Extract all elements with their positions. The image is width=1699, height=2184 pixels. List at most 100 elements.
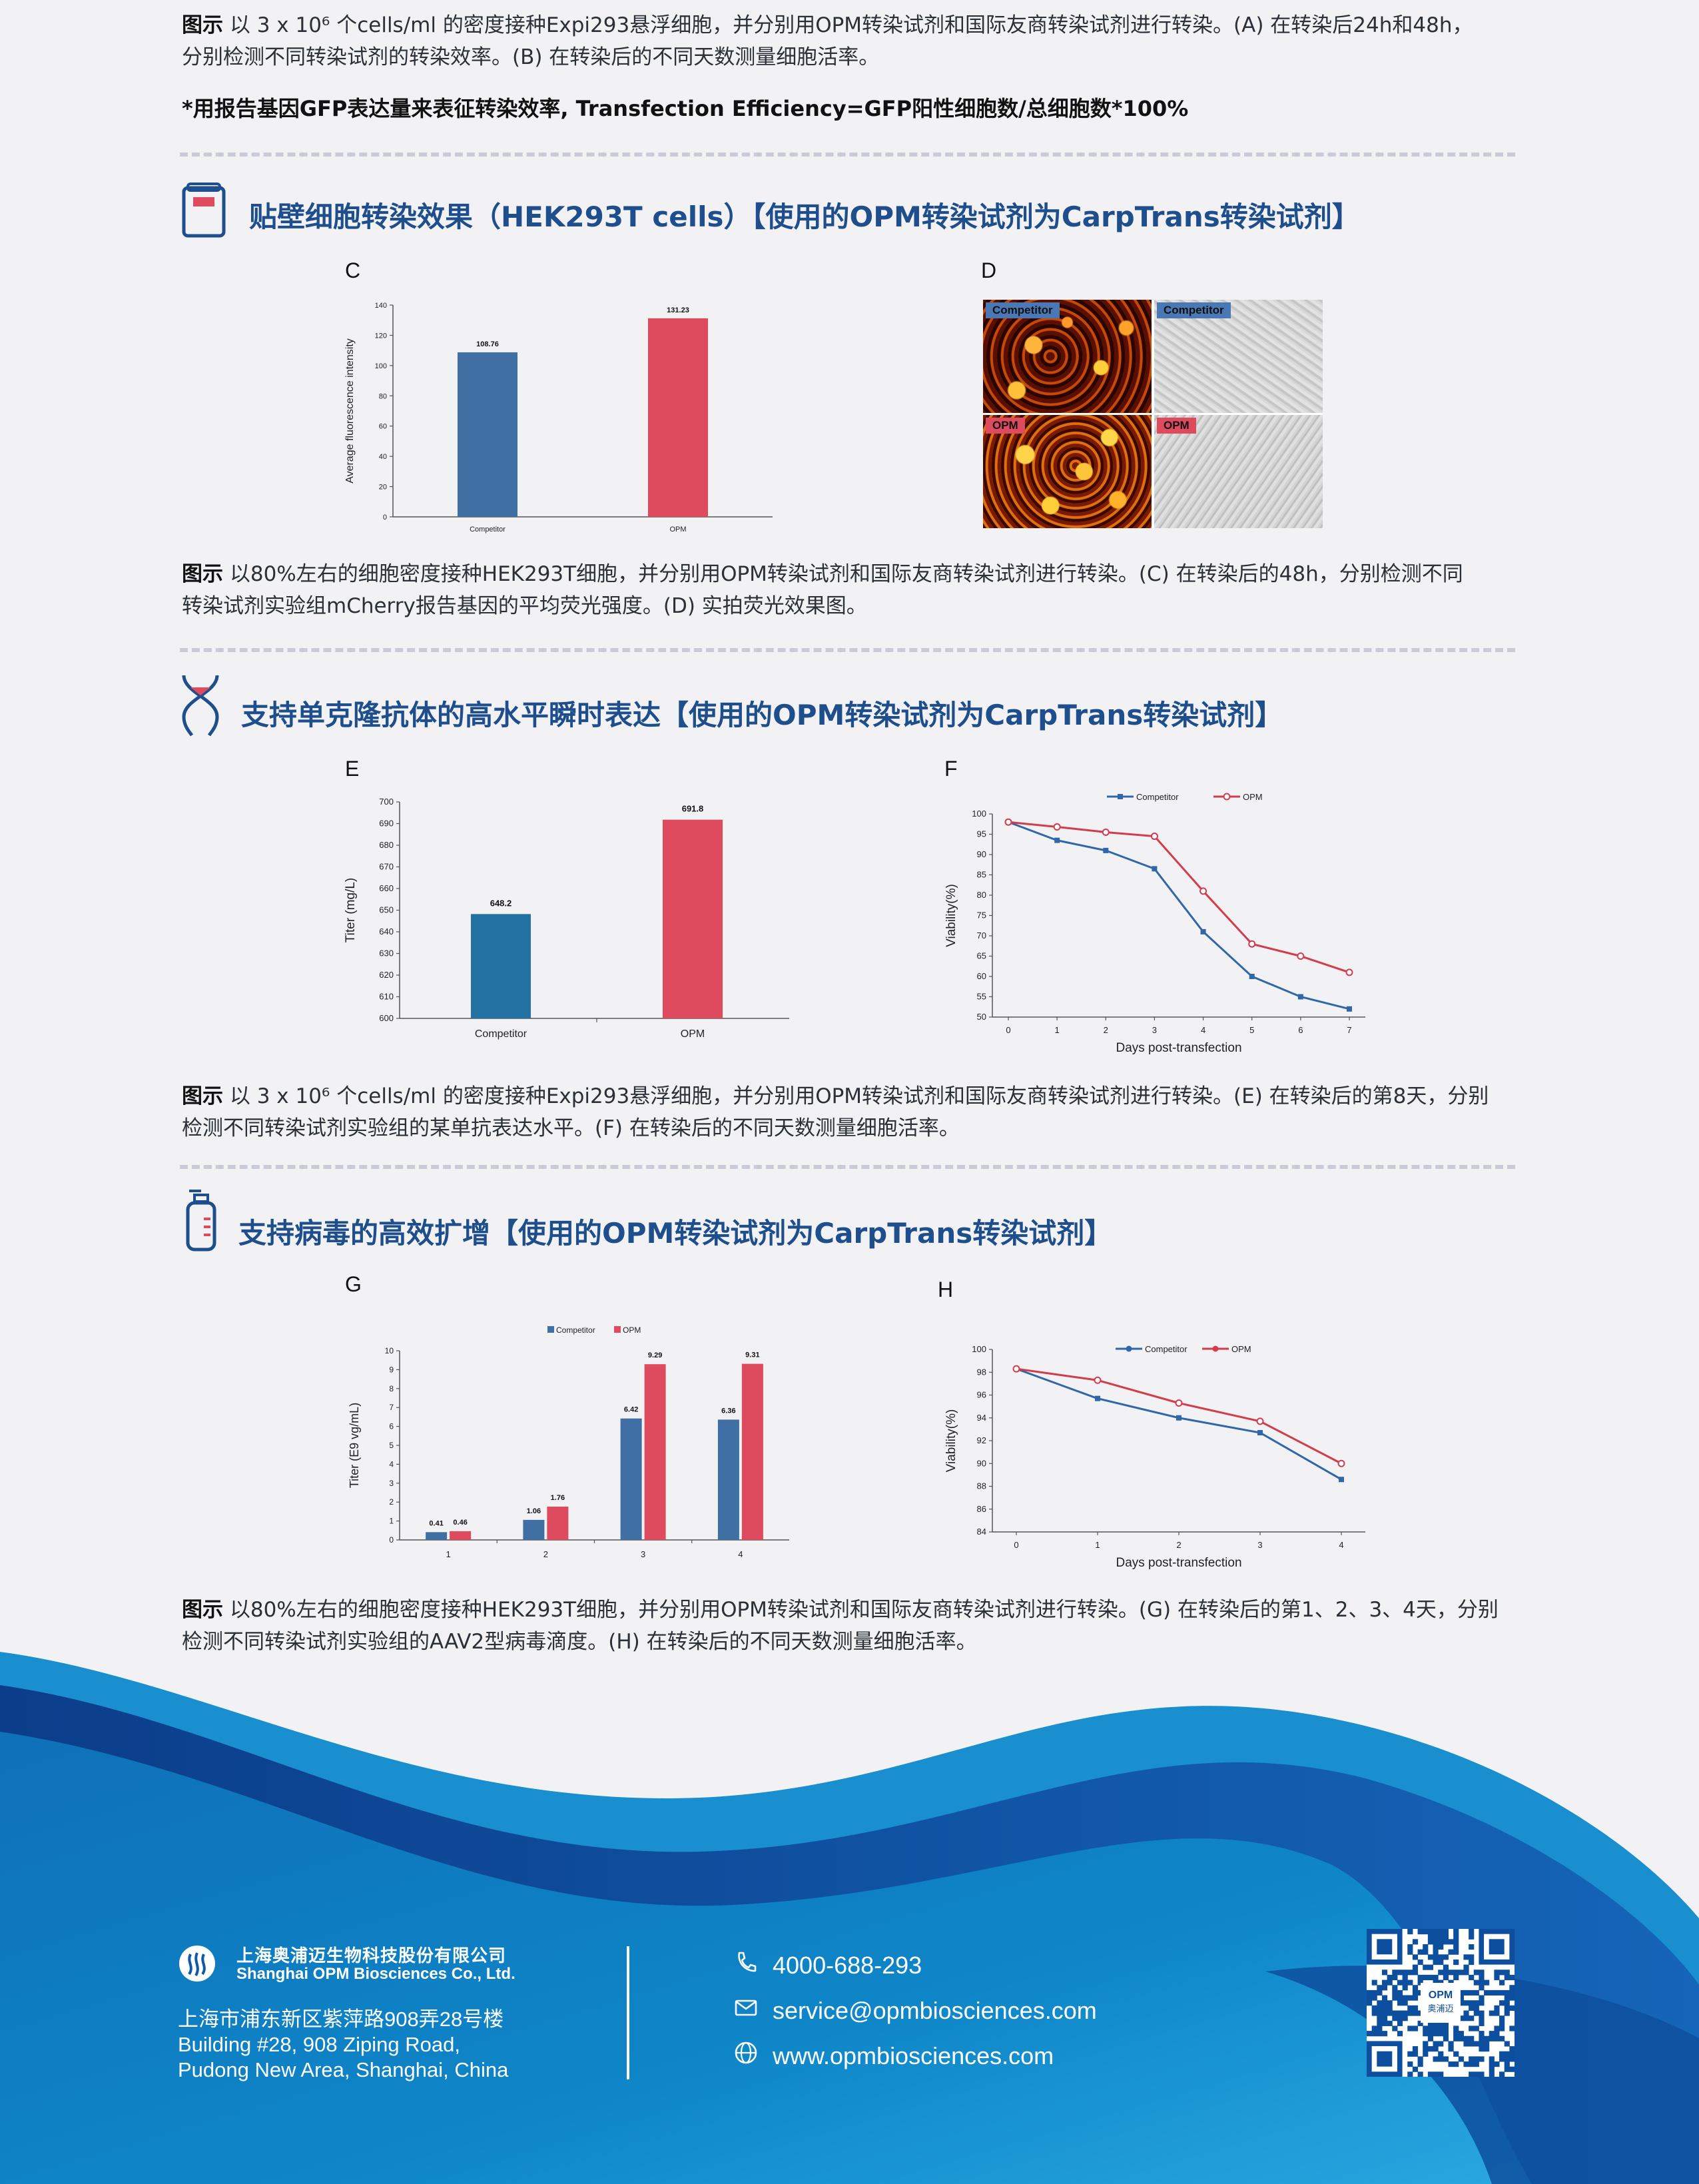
qr-module: [1427, 1929, 1434, 1935]
qr-module: [1469, 1954, 1475, 1960]
qr-module: [1412, 2005, 1419, 2011]
qr-module: [1397, 1970, 1403, 1976]
legend-swatch: [614, 1326, 621, 1333]
x-tick-label: 1: [1095, 1540, 1100, 1550]
data-point-competitor: [1297, 994, 1303, 1000]
x-tick-label: 0: [1014, 1540, 1018, 1550]
legend-swatch: [547, 1326, 554, 1333]
qr-module: [1453, 2025, 1459, 2031]
qr-module: [1402, 1980, 1408, 1986]
data-point-opm: [1337, 1459, 1345, 1467]
x-tick-label: 3: [641, 1549, 645, 1559]
qr-module: [1407, 1929, 1413, 1935]
bar-value-label: 131.23: [667, 306, 689, 314]
qr-module: [1494, 2031, 1500, 2037]
qr-module: [1458, 2035, 1464, 2041]
bar-opm: [547, 1507, 569, 1540]
legend-marker: [1126, 1345, 1132, 1352]
qr-module: [1489, 2071, 1495, 2077]
qr-module: [1463, 1990, 1469, 1996]
qr-module: [1423, 1974, 1429, 1981]
phone-icon: [734, 1950, 758, 1980]
transfection-efficiency-note: *用报告基因GFP表达量来表征转染效率, Transfection Effici…: [182, 96, 1189, 121]
qr-module: [1509, 1990, 1515, 1996]
qr-module: [1463, 2035, 1469, 2041]
x-tick-label: 4: [1339, 1540, 1343, 1550]
qr-module: [1397, 2031, 1403, 2037]
qr-module: [1371, 2031, 1377, 2037]
micrograph-competitor-brightfield: Competitor: [1154, 300, 1323, 413]
y-tick-label: 86: [977, 1504, 986, 1514]
footer-email-row[interactable]: service@opmbiosciences.com: [734, 1996, 1097, 2025]
bar-opm: [663, 819, 723, 1018]
x-tick-label: 3: [1152, 1025, 1157, 1035]
qr-module: [1387, 2000, 1393, 2006]
qr-module: [1443, 1974, 1449, 1981]
qr-module: [1504, 2061, 1510, 2067]
qr-module: [1473, 1980, 1479, 1986]
x-tick-label: 2: [543, 1549, 548, 1559]
qr-module: [1469, 1974, 1475, 1981]
section-title-virus: 支持病毒的高效扩增【使用的OPM转染试剂为CarpTrans转染试剂】: [238, 1217, 1113, 1250]
qr-module: [1494, 2035, 1500, 2041]
caption-line: 检测不同转染试剂实验组的AAV2型病毒滴度。(H) 在转染后的不同天数测量细胞活…: [182, 1630, 977, 1654]
qr-module: [1407, 1980, 1413, 1986]
qr-module: [1367, 2000, 1373, 2006]
qr-module: [1412, 1990, 1419, 1996]
data-point-opm: [1248, 940, 1256, 948]
footer-phone-row[interactable]: 4000-688-293: [734, 1950, 922, 1980]
qr-module: [1458, 2031, 1464, 2037]
qr-module: [1402, 2015, 1408, 2021]
qr-module: [1469, 2015, 1475, 2021]
caption-line: 以80%左右的细胞密度接种HEK293T细胞，并分别用OPM转染试剂和国际友商转…: [229, 562, 1463, 586]
series-line-opm: [1008, 821, 1350, 974]
panel-letter-f: F: [944, 757, 958, 781]
y-axis-label: Average fluorescence intensity: [344, 338, 356, 484]
qr-module: [1417, 2071, 1423, 2077]
qr-module: [1412, 1954, 1419, 1960]
qr-module: [1469, 2005, 1475, 2011]
qr-module: [1407, 2005, 1413, 2011]
qr-module: [1423, 2051, 1429, 2057]
legend-label: Competitor: [556, 1325, 595, 1335]
qr-module: [1484, 2035, 1490, 2041]
qr-code[interactable]: OPM 奥浦迈: [1367, 1929, 1515, 2077]
qr-module: [1479, 1974, 1485, 1981]
footer-company-en: Shanghai OPM Biosciences Co., Ltd.: [236, 1965, 515, 1983]
y-tick-label: 95: [977, 829, 986, 839]
footer-email: service@opmbiosciences.com: [773, 1996, 1097, 2024]
qr-module: [1479, 2010, 1485, 2016]
qr-module: [1412, 1964, 1419, 1970]
qr-module: [1479, 2031, 1485, 2037]
qr-module: [1433, 1944, 1439, 1950]
y-tick-label: 96: [977, 1390, 986, 1400]
y-tick-label: 88: [977, 1481, 986, 1491]
qr-module: [1499, 2051, 1505, 2057]
caption-label: 图示: [182, 1598, 223, 1622]
qr-module: [1402, 1985, 1408, 1991]
qr-module: [1494, 1970, 1500, 1976]
qr-module: [1417, 2056, 1423, 2062]
footer-website-row[interactable]: www.opmbiosciences.com: [734, 2041, 1054, 2071]
caption-label: 图示: [182, 1084, 223, 1108]
panel-letter-c: C: [345, 258, 361, 282]
qr-module: [1469, 2071, 1475, 2077]
qr-module: [1433, 2041, 1439, 2047]
bar-value-label: 691.8: [682, 804, 704, 814]
qr-module: [1438, 2041, 1444, 2047]
x-tick-label: 4: [738, 1549, 743, 1559]
data-point-competitor: [1249, 974, 1255, 979]
y-tick-label: 10: [385, 1346, 394, 1355]
data-point-competitor: [1176, 1415, 1182, 1421]
micrograph-tag: OPM: [986, 418, 1025, 434]
qr-module: [1509, 2066, 1515, 2072]
qr-module: [1377, 2020, 1383, 2026]
qr-module: [1387, 1980, 1393, 1986]
qr-label-bottom: 奥浦迈: [1427, 2003, 1454, 2013]
qr-module: [1499, 2000, 1505, 2006]
footer-address-en-line1: Building #28, 908 Ziping Road,: [178, 2033, 460, 2056]
qr-module: [1377, 2010, 1383, 2016]
y-tick-label: 9: [389, 1365, 394, 1374]
micrograph-competitor-fluorescence: Competitor: [983, 300, 1152, 413]
qr-module: [1463, 2000, 1469, 2006]
